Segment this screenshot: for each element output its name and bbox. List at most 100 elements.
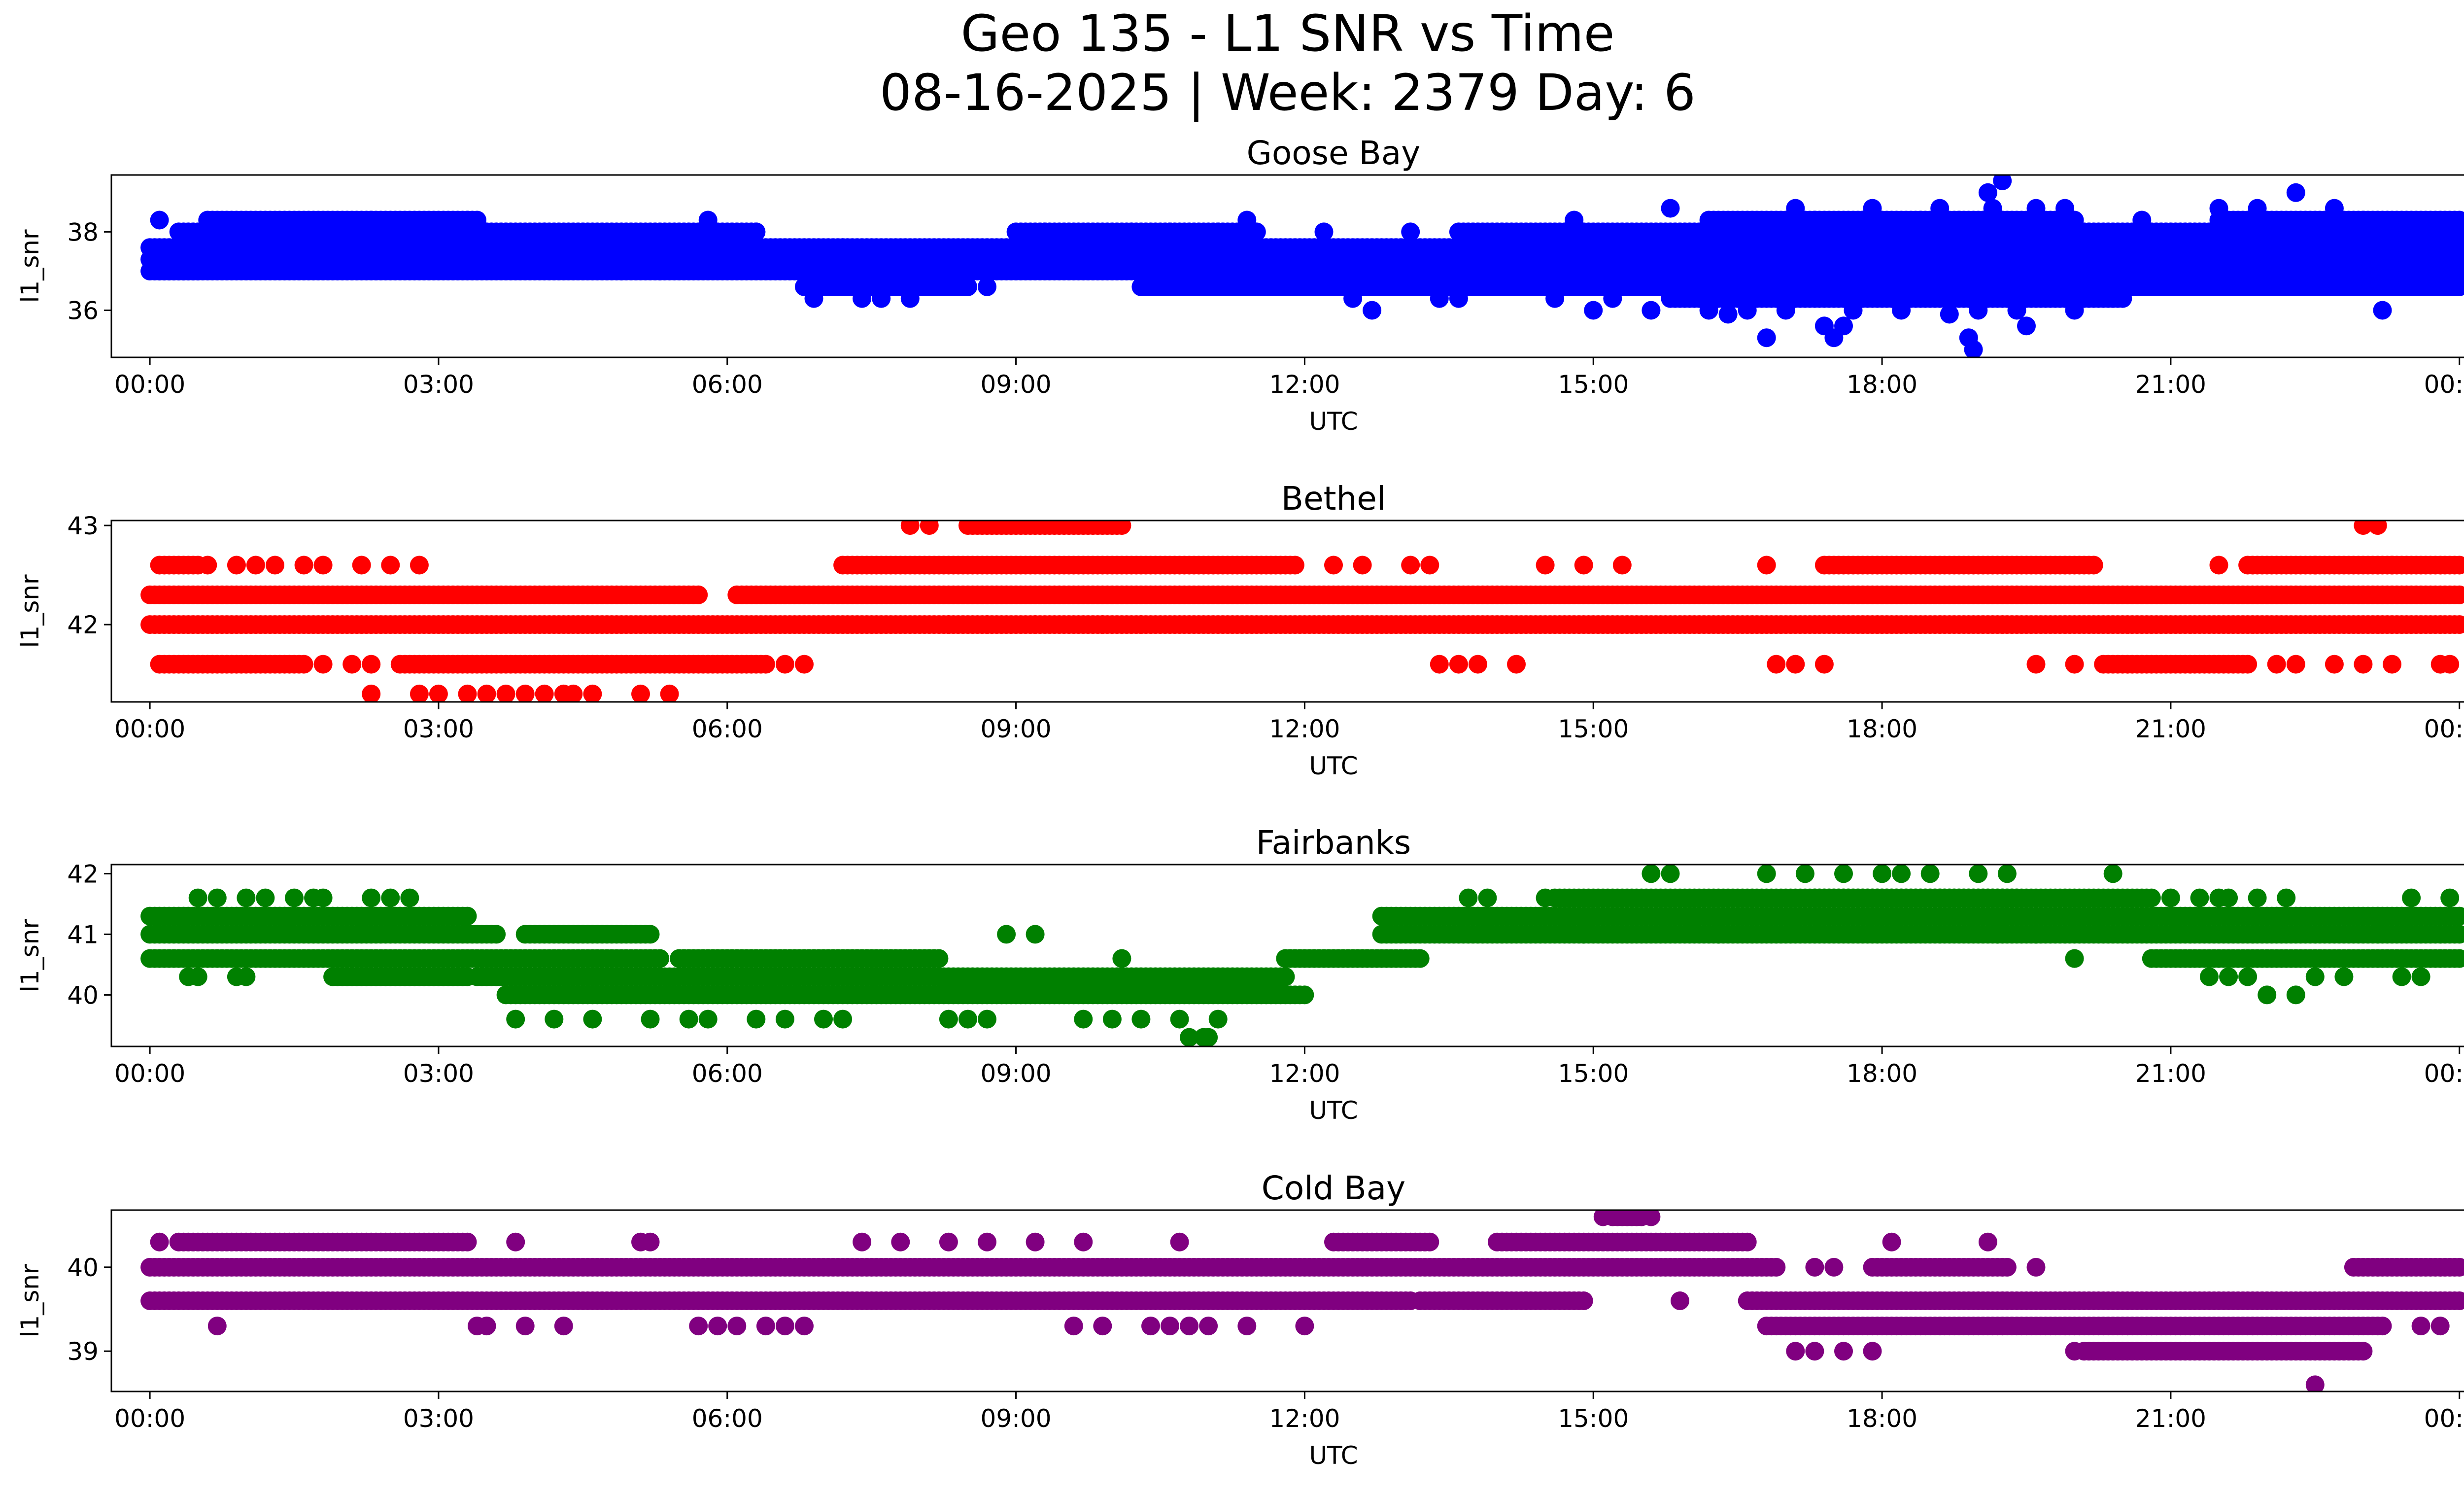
data-point	[2450, 222, 2464, 242]
data-point	[2354, 655, 2373, 674]
data-point	[939, 615, 958, 634]
data-point	[1430, 289, 1449, 308]
data-point	[2132, 210, 2152, 230]
data-point	[1940, 305, 1959, 324]
x-tick-label: 06:00	[692, 370, 763, 399]
data-point	[193, 250, 212, 269]
data-point	[2103, 289, 2122, 308]
data-point	[795, 655, 814, 674]
data-point	[660, 684, 679, 702]
data-point	[1642, 301, 1661, 320]
data-point	[747, 222, 766, 242]
data-point	[650, 949, 670, 968]
data-point	[1112, 521, 1131, 535]
data-point	[612, 261, 631, 280]
data-point	[515, 684, 535, 702]
data-point	[2368, 521, 2387, 535]
x-tick-label: 00:00	[114, 715, 185, 743]
y-tick-label: 42	[67, 611, 99, 639]
data-point	[1767, 655, 1786, 674]
data-point	[1276, 967, 1295, 986]
data-point	[458, 210, 477, 230]
data-point	[978, 277, 996, 296]
data-point	[150, 210, 169, 230]
x-tick-label: 18:00	[1847, 715, 1917, 743]
data-point	[313, 556, 333, 575]
data-point	[313, 655, 333, 674]
data-point	[564, 684, 583, 702]
data-point	[266, 556, 284, 575]
data-point	[458, 906, 477, 926]
data-point	[1131, 615, 1151, 634]
data-point	[2209, 199, 2228, 218]
data-point	[1786, 199, 1805, 218]
data-point	[2354, 521, 2373, 535]
data-point	[2450, 615, 2464, 634]
data-point	[1093, 615, 1112, 634]
data-point	[352, 556, 371, 575]
data-point	[2450, 277, 2464, 296]
data-point	[978, 615, 996, 634]
data-point	[1449, 289, 1468, 308]
data-point	[2267, 655, 2286, 674]
data-point	[1565, 210, 1584, 230]
data-point	[304, 250, 323, 269]
data-point	[756, 655, 775, 674]
data-point	[1343, 289, 1363, 308]
data-point	[1699, 301, 1718, 320]
data-point	[294, 655, 313, 674]
data-point	[2248, 199, 2267, 218]
x-tick-label: 00:00	[2424, 715, 2464, 743]
data-point	[641, 925, 660, 944]
data-point	[1993, 175, 2012, 190]
y-tick-label: 36	[67, 297, 99, 325]
data-point	[410, 556, 429, 575]
data-point	[1161, 222, 1179, 242]
data-point	[2065, 301, 2084, 320]
data-point	[506, 250, 525, 269]
data-point	[631, 684, 650, 702]
data-point	[1536, 556, 1555, 575]
data-point	[1468, 655, 1487, 674]
data-point	[227, 556, 246, 575]
data-point	[1661, 199, 1680, 218]
data-point	[1507, 277, 1526, 296]
y-axis-label: l1_snr	[16, 574, 44, 648]
x-tick-label: 03:00	[403, 370, 474, 399]
series-markers	[140, 521, 2464, 702]
data-point	[1718, 305, 1738, 324]
data-point	[2440, 655, 2460, 674]
data-point	[2450, 925, 2464, 944]
data-point	[1584, 301, 1603, 320]
data-point	[2209, 556, 2228, 575]
data-point	[294, 556, 313, 575]
data-point	[1545, 289, 1565, 308]
data-point	[1950, 210, 1969, 230]
data-point	[1978, 183, 1997, 202]
data-point	[650, 261, 670, 280]
x-tick-label: 09:00	[981, 715, 1052, 743]
data-point	[477, 684, 496, 702]
data-point	[362, 210, 381, 230]
x-tick-label: 18:00	[1847, 370, 1917, 399]
data-point	[381, 556, 400, 575]
data-point	[2373, 301, 2392, 320]
data-point	[833, 238, 853, 257]
data-point	[535, 222, 554, 242]
data-point	[2286, 183, 2305, 202]
x-tick-label: 21:00	[2135, 715, 2206, 743]
data-point	[2286, 655, 2305, 674]
data-point	[2152, 277, 2171, 296]
data-point	[2450, 238, 2464, 257]
data-point	[900, 521, 920, 535]
data-point	[2026, 655, 2046, 674]
data-point	[1237, 210, 1257, 230]
data-point	[1738, 301, 1757, 320]
data-point	[1295, 985, 1314, 1005]
data-point	[2055, 199, 2075, 218]
data-point	[1863, 199, 1882, 218]
data-point	[362, 684, 381, 702]
